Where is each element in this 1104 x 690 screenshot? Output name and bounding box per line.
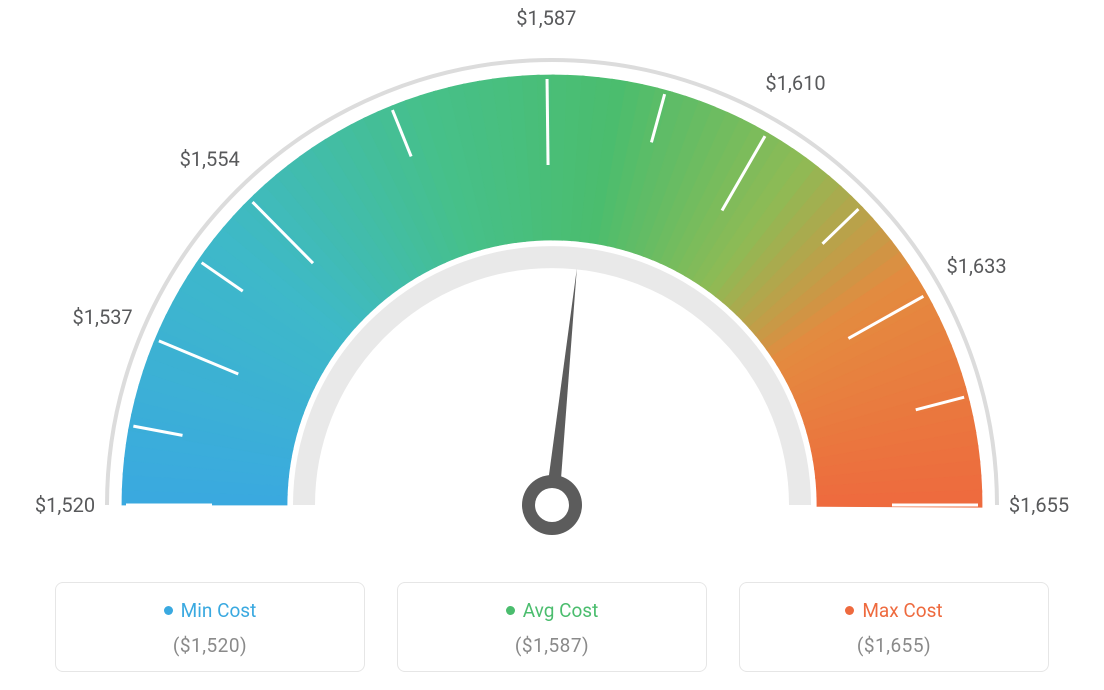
gauge-tick-label: $1,633 [946, 254, 1006, 278]
legend-value-avg: ($1,587) [410, 634, 694, 657]
gauge-tick-label: $1,610 [765, 71, 825, 95]
legend-card-min: Min Cost ($1,520) [55, 582, 365, 672]
gauge-tick-label: $1,655 [1009, 493, 1069, 517]
legend-value-max: ($1,655) [752, 634, 1036, 657]
legend-dot-icon [164, 606, 173, 615]
legend-title-min: Min Cost [68, 599, 352, 622]
legend-value-min: ($1,520) [68, 634, 352, 657]
legend-title-label: Max Cost [862, 599, 942, 622]
gauge-tick-label: $1,520 [35, 493, 95, 517]
gauge-svg [0, 0, 1104, 560]
legend-title-label: Avg Cost [523, 599, 599, 622]
gauge-tick-label: $1,537 [73, 305, 133, 329]
gauge-tick-label: $1,554 [180, 147, 240, 171]
legend-card-max: Max Cost ($1,655) [739, 582, 1049, 672]
legend-title-avg: Avg Cost [410, 599, 694, 622]
legend-dot-icon [506, 606, 515, 615]
gauge-tick-label: $1,587 [516, 6, 576, 30]
gauge-chart: $1,520 $1,537 $1,554 $1,587 $1,610 $1,633 $1,6… [0, 0, 1104, 560]
legend-row: Min Cost ($1,520) Avg Cost ($1,587) Max … [0, 582, 1104, 672]
legend-card-avg: Avg Cost ($1,587) [397, 582, 707, 672]
legend-dot-icon [845, 606, 854, 615]
legend-title-max: Max Cost [752, 599, 1036, 622]
legend-title-label: Min Cost [181, 599, 257, 622]
